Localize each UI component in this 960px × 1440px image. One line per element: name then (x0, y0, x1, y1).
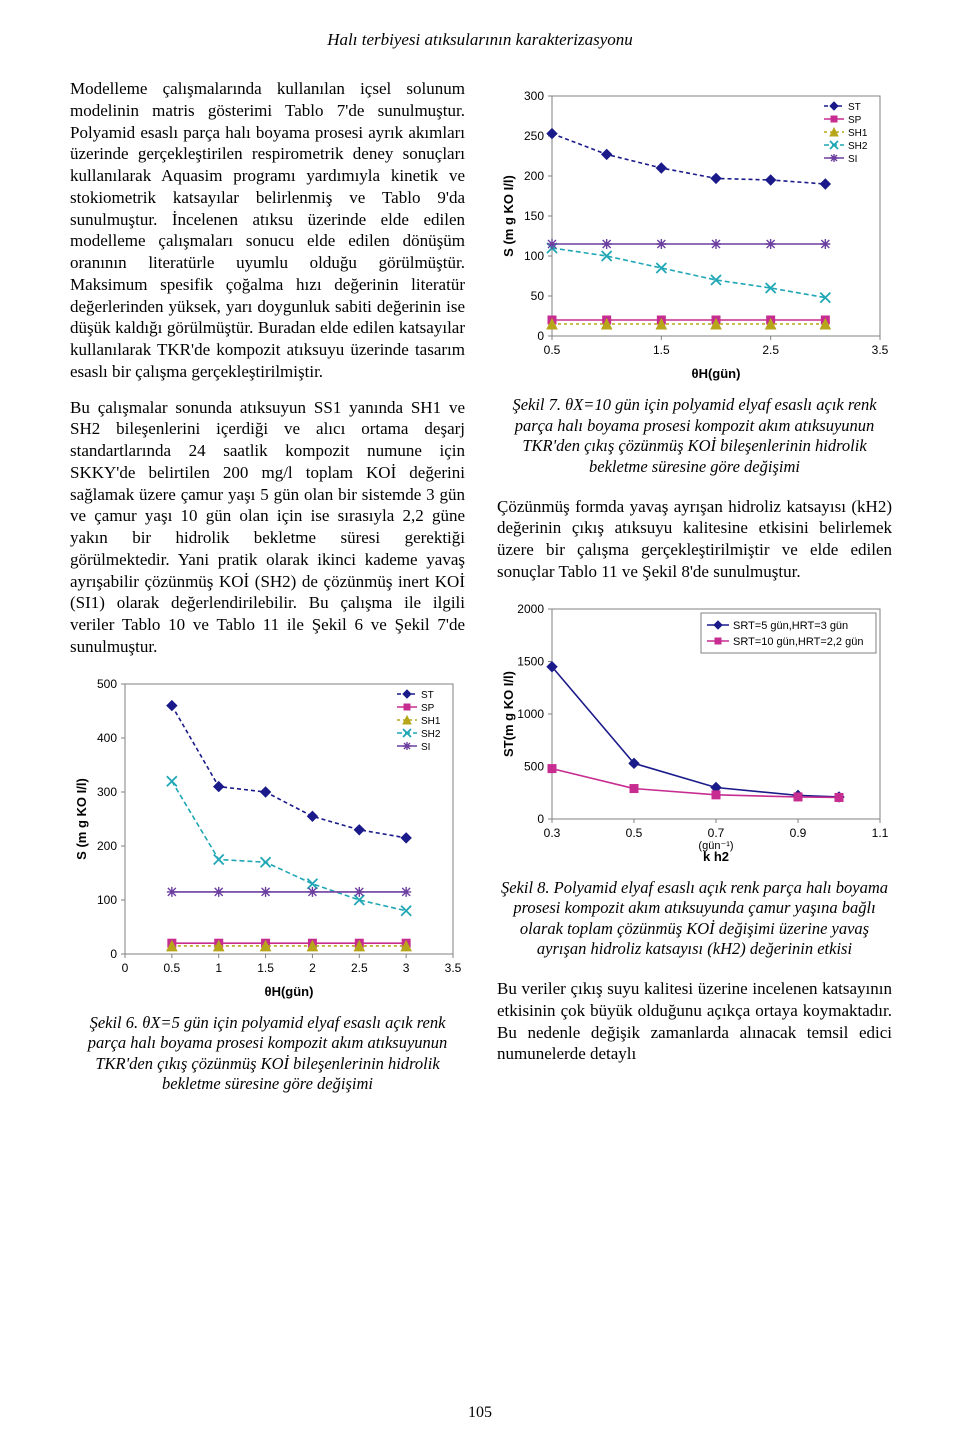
svg-text:0.3: 0.3 (544, 826, 561, 840)
svg-text:50: 50 (531, 289, 545, 303)
svg-text:ST(m g KO I/l): ST(m g KO I/l) (501, 671, 516, 757)
svg-text:500: 500 (97, 677, 117, 691)
svg-text:0: 0 (537, 329, 544, 343)
page-header: Halı terbiyesi atıksularının karakteriza… (70, 30, 890, 50)
right-column: 0 50 100 150 200 250 300 0.5 1.5 2.5 3.5 θH(gün) S (… (497, 78, 892, 1113)
svg-text:θH(gün): θH(gün) (692, 366, 741, 381)
svg-text:S (m g KO I/l): S (m g KO I/l) (501, 175, 516, 257)
svg-text:0.9: 0.9 (790, 826, 807, 840)
svg-text:0.5: 0.5 (544, 343, 561, 357)
svg-text:SP: SP (848, 115, 862, 126)
svg-text:400: 400 (97, 731, 117, 745)
svg-text:200: 200 (524, 169, 544, 183)
svg-text:1.1: 1.1 (872, 826, 889, 840)
caption-8: Şekil 8. Polyamid elyaf esaslı açık renk… (497, 878, 892, 961)
svg-text:2.5: 2.5 (351, 961, 368, 975)
svg-text:SRT=10 gün,HRT=2,2 gün: SRT=10 gün,HRT=2,2 gün (733, 636, 863, 648)
svg-text:300: 300 (524, 89, 544, 103)
svg-text:3.5: 3.5 (445, 961, 462, 975)
svg-text:2.5: 2.5 (762, 343, 779, 357)
svg-text:SP: SP (421, 703, 435, 714)
svg-text:500: 500 (524, 759, 544, 773)
svg-text:1.5: 1.5 (257, 961, 274, 975)
svg-text:SH2: SH2 (848, 141, 868, 152)
svg-text:SH1: SH1 (421, 716, 441, 727)
svg-text:250: 250 (524, 129, 544, 143)
svg-text:3: 3 (403, 961, 410, 975)
svg-text:(gün⁻¹): (gün⁻¹) (698, 840, 733, 852)
svg-text:SH2: SH2 (421, 729, 441, 740)
page-number: 105 (0, 1404, 960, 1422)
svg-text:1.5: 1.5 (653, 343, 670, 357)
svg-text:ST: ST (421, 690, 434, 701)
svg-text:100: 100 (97, 893, 117, 907)
caption-6: Şekil 6. θX=5 gün için polyamid elyaf es… (70, 1013, 465, 1096)
svg-text:SRT=5 gün,HRT=3 gün: SRT=5 gün,HRT=3 gün (733, 620, 848, 632)
left-p2: Bu çalışmalar sonunda atıksuyun SS1 yanı… (70, 397, 465, 658)
left-p1: Modelleme çalışmalarında kullanılan içse… (70, 78, 465, 383)
svg-text:0.5: 0.5 (164, 961, 181, 975)
svg-text:SI: SI (848, 154, 857, 165)
svg-text:S (m g KO I/l): S (m g KO I/l) (74, 778, 89, 860)
chart-6: 0 100 200 300 400 500 0 0.5 1 1.5 2 2.5 3 3.5 θH(gün) S… (70, 672, 465, 1007)
caption-7: Şekil 7. θX=10 gün için polyamid elyaf e… (497, 395, 892, 478)
svg-text:0.5: 0.5 (626, 826, 643, 840)
right-p2: Bu veriler çıkış suyu kalitesi üzerine i… (497, 978, 892, 1065)
svg-text:SI: SI (421, 742, 430, 753)
svg-text:2000: 2000 (517, 602, 544, 616)
svg-text:SH1: SH1 (848, 128, 868, 139)
svg-text:0: 0 (110, 947, 117, 961)
svg-text:300: 300 (97, 785, 117, 799)
svg-text:2: 2 (309, 961, 316, 975)
chart-7: 0 50 100 150 200 250 300 0.5 1.5 2.5 3.5 θH(gün) S (… (497, 84, 892, 389)
left-column: Modelleme çalışmalarında kullanılan içse… (70, 78, 465, 1113)
svg-text:150: 150 (524, 209, 544, 223)
svg-text:0.7: 0.7 (708, 826, 725, 840)
svg-text:1000: 1000 (517, 707, 544, 721)
svg-text:0: 0 (537, 812, 544, 826)
svg-text:0: 0 (122, 961, 129, 975)
svg-text:ST: ST (848, 102, 861, 113)
svg-text:100: 100 (524, 249, 544, 263)
svg-text:200: 200 (97, 839, 117, 853)
right-p1: Çözünmüş formda yavaş ayrışan hidroliz k… (497, 496, 892, 583)
svg-text:1500: 1500 (517, 654, 544, 668)
svg-text:θH(gün): θH(gün) (265, 984, 314, 999)
svg-text:3.5: 3.5 (872, 343, 889, 357)
svg-text:1: 1 (215, 961, 222, 975)
chart-8: 05001000150020000.30.50.70.91.1k h2(gün⁻… (497, 597, 892, 872)
